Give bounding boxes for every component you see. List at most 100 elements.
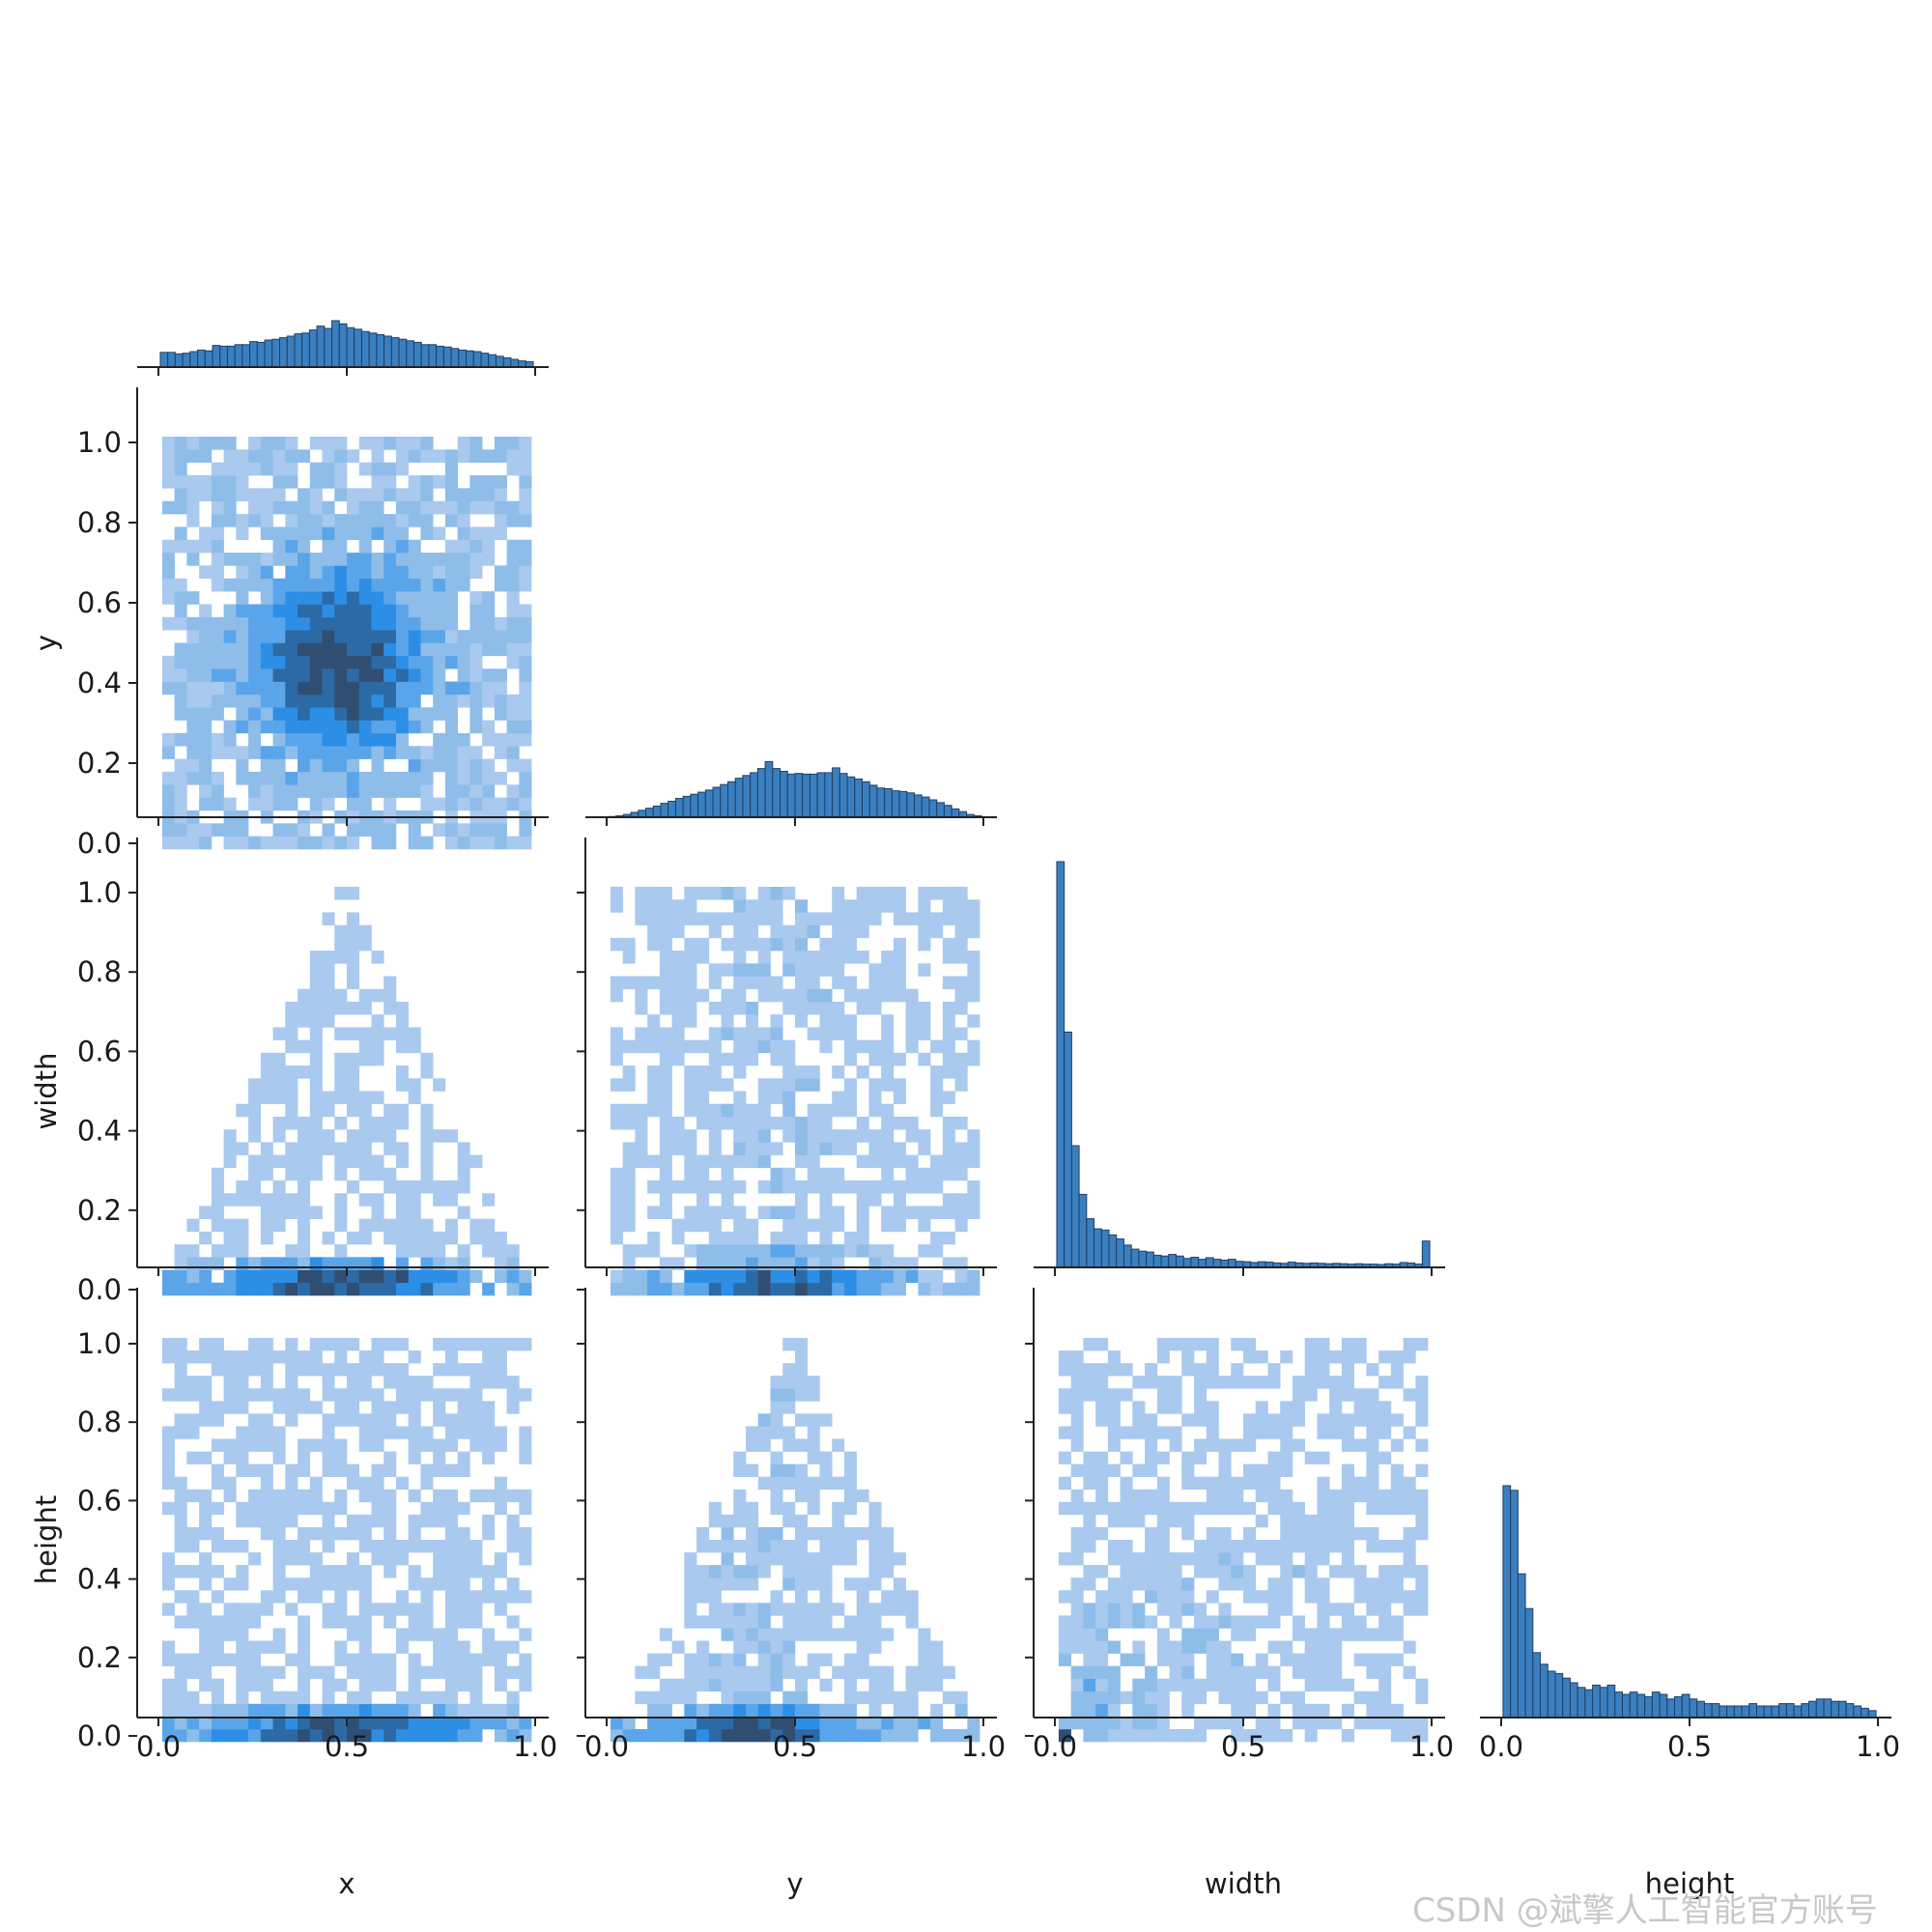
histogram-bar xyxy=(1689,1698,1698,1719)
heatmap-cell xyxy=(843,899,857,913)
heatmap-cell xyxy=(684,1065,697,1079)
heatmap-cell xyxy=(1378,1615,1392,1629)
heatmap-cell xyxy=(1341,1388,1354,1402)
heatmap-cell xyxy=(260,604,273,618)
heatmap-cell xyxy=(322,539,335,554)
heatmap-cell xyxy=(186,1376,200,1389)
heatmap-cell xyxy=(746,1231,759,1245)
heatmap-cell xyxy=(309,694,323,708)
heatmap-cell xyxy=(433,655,446,669)
heatmap-cell xyxy=(881,1282,895,1296)
heatmap-cell xyxy=(1083,1703,1096,1718)
heatmap-cell xyxy=(506,437,520,450)
y-tick-label: 1.0 xyxy=(77,876,122,909)
heatmap-cell xyxy=(684,1014,697,1028)
heatmap-cell xyxy=(1095,1476,1109,1491)
heatmap-cell xyxy=(918,1001,931,1015)
heatmap-cell xyxy=(1156,1552,1170,1566)
heatmap-cell xyxy=(954,1703,968,1718)
heatmap-cell xyxy=(1156,1376,1170,1389)
heatmap-cell xyxy=(721,1231,734,1245)
heatmap-cell xyxy=(433,681,446,696)
heatmap-cell xyxy=(610,1116,623,1130)
heatmap-cell xyxy=(408,681,421,696)
heatmap-cell xyxy=(832,1129,845,1143)
heatmap-cell xyxy=(482,630,496,643)
heatmap-cell xyxy=(285,514,298,527)
heatmap-cell xyxy=(285,1350,298,1364)
heatmap-cell xyxy=(408,500,421,515)
heatmap-cell xyxy=(1218,1501,1232,1516)
heatmap-cell xyxy=(1070,1577,1084,1591)
heatmap-cell xyxy=(881,1628,895,1641)
heatmap-cell xyxy=(1083,1526,1096,1541)
heatmap-cell xyxy=(322,1413,335,1427)
heatmap-cell xyxy=(635,1027,648,1040)
heatmap-cell xyxy=(1366,1489,1379,1503)
heatmap-cell xyxy=(708,1615,722,1629)
heatmap-cell xyxy=(444,1489,458,1503)
heatmap-cell xyxy=(635,912,648,925)
heatmap-cell xyxy=(1353,1413,1367,1427)
heatmap-cell xyxy=(309,1091,323,1105)
heatmap-cell xyxy=(868,1703,882,1718)
heatmap-cell xyxy=(298,784,311,798)
heatmap-cell xyxy=(967,976,980,990)
heatmap-cell xyxy=(746,1565,759,1578)
heatmap-cell xyxy=(420,1231,434,1245)
heatmap-cell xyxy=(444,655,458,669)
heatmap-cell xyxy=(285,1401,298,1414)
heatmap-cell xyxy=(1366,1540,1379,1553)
heatmap-cell xyxy=(322,963,335,977)
heatmap-cell xyxy=(757,1540,771,1553)
heatmap-cell xyxy=(832,1552,845,1566)
heatmap-cell xyxy=(285,565,298,580)
heatmap-cell xyxy=(395,1244,409,1258)
heatmap-cell xyxy=(358,1193,372,1207)
heatmap-cell xyxy=(199,1603,213,1616)
heatmap-cell xyxy=(856,1690,869,1705)
heatmap-cell xyxy=(918,1665,931,1679)
heatmap-cell xyxy=(334,836,348,850)
heatmap-cell xyxy=(782,1628,796,1641)
heatmap-cell xyxy=(457,1603,470,1616)
heatmap-cell xyxy=(211,1438,224,1452)
heatmap-cell xyxy=(1304,1665,1318,1679)
heatmap-cell xyxy=(408,1577,421,1591)
heatmap-cell xyxy=(199,437,213,450)
heatmap-cell xyxy=(298,1540,311,1553)
heatmap-cell xyxy=(322,707,335,721)
heatmap-cell xyxy=(1107,1388,1121,1402)
heatmap-cell xyxy=(161,823,175,837)
heatmap-cell xyxy=(708,1665,722,1679)
heatmap-cell xyxy=(856,1231,869,1245)
heatmap-cell xyxy=(696,1728,710,1743)
heatmap-cell xyxy=(482,616,496,631)
heatmap-cell xyxy=(384,488,397,502)
heatmap-cell xyxy=(721,1653,734,1666)
heatmap-cell xyxy=(807,1615,820,1629)
heatmap-cell xyxy=(807,1001,820,1015)
heatmap-cell xyxy=(347,1180,360,1194)
heatmap-cell xyxy=(322,1540,335,1553)
heatmap-cell xyxy=(893,1282,906,1296)
heatmap-cell xyxy=(1181,1653,1195,1666)
heatmap-cell xyxy=(482,488,496,502)
heatmap-cell xyxy=(905,1665,919,1679)
heatmap-cell xyxy=(1206,1501,1219,1516)
heatmap-cell xyxy=(384,732,397,747)
heatmap-cell xyxy=(757,1603,771,1616)
heatmap-cell xyxy=(408,771,421,785)
heatmap-cell xyxy=(918,912,931,925)
heatmap-cell xyxy=(1206,1552,1219,1566)
heatmap-cell xyxy=(684,988,697,1003)
heatmap-cell xyxy=(347,1338,360,1351)
heatmap-cell xyxy=(807,1728,820,1743)
heatmap-cell xyxy=(371,1476,384,1491)
heatmap-cell xyxy=(211,437,224,450)
heatmap-cell xyxy=(420,449,434,463)
heatmap-cell xyxy=(757,912,771,925)
heatmap-cell xyxy=(1304,1540,1318,1553)
heatmap-cell xyxy=(1280,1350,1293,1364)
heatmap-cell xyxy=(807,976,820,990)
